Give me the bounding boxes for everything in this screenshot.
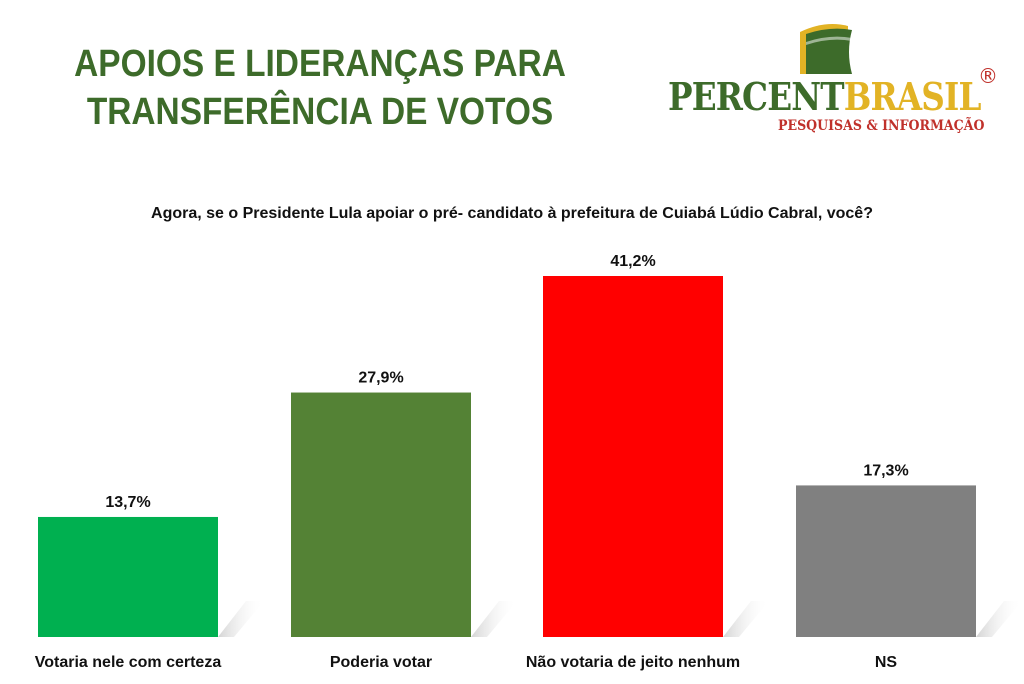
value-label-0: 13,7% <box>105 494 150 511</box>
bar-3 <box>796 485 976 637</box>
value-label-2: 41,2% <box>610 253 655 270</box>
bar-shadow-2 <box>723 601 769 637</box>
chart-question: Agora, se o Presidente Lula apoiar o pré… <box>151 205 873 222</box>
logo-flag-stripe-shape <box>806 36 852 45</box>
registered-mark: ® <box>978 64 998 88</box>
bar-shadow-0 <box>218 601 264 637</box>
bar-0 <box>38 516 218 637</box>
percentbrasil-logo: PERCENTBRASIL ® PESQUISAS & INFORMAÇÃO <box>660 12 1020 142</box>
logo-wordmark-percent: PERCENT <box>668 74 845 119</box>
logo-flag-icon <box>800 24 852 75</box>
bar-shadow-1 <box>471 601 517 637</box>
logo-tagline: PESQUISAS & INFORMAÇÃO <box>778 118 985 134</box>
logo-wordmark-brasil: BRASIL <box>843 74 982 119</box>
bar-shadow-3 <box>976 601 1022 637</box>
logo-wordmark: PERCENTBRASIL <box>668 74 981 119</box>
title-line-2: TRANSFERÊNCIA DE VOTOS <box>86 91 554 133</box>
bars-group: 13,7% Votaria nele com certeza 27,9% Poderi… <box>35 253 1022 671</box>
category-label-0: Votaria nele com certeza <box>35 654 222 671</box>
category-label-1: Poderia votar <box>330 654 432 671</box>
bar-1 <box>291 392 471 637</box>
value-label-1: 27,9% <box>358 370 403 387</box>
page-title: APOIOS E LIDERANÇAS PARA TRANSFERÊNCIA D… <box>74 40 567 136</box>
category-label-2: Não votaria de jeito nenhum <box>526 654 740 671</box>
title-line-1: APOIOS E LIDERANÇAS PARA <box>74 43 566 85</box>
bar-2 <box>543 276 723 637</box>
category-label-3: NS <box>875 654 898 671</box>
value-label-3: 17,3% <box>863 462 908 479</box>
